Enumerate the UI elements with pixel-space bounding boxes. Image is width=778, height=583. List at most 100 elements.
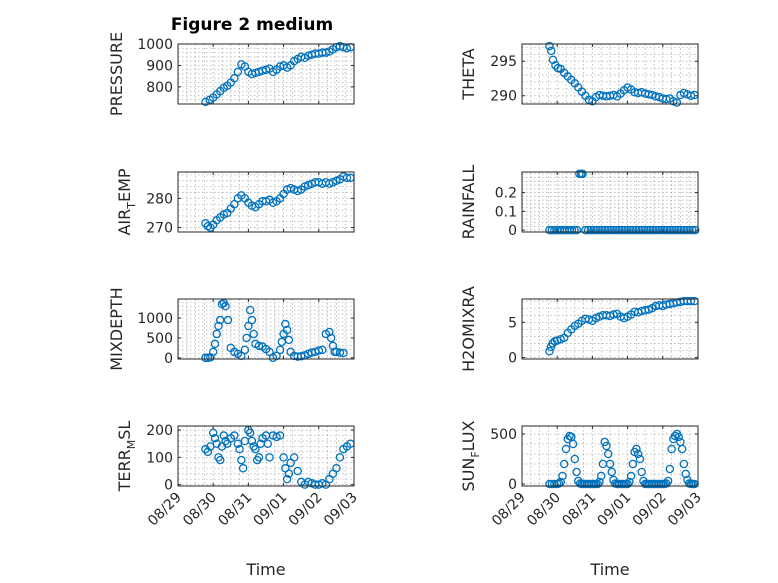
- y-axis-label: PRESSURE: [107, 32, 126, 116]
- data-point: [545, 41, 554, 51]
- series-points: [201, 41, 355, 107]
- data-point: [210, 434, 220, 443]
- series-points: [545, 169, 700, 235]
- axes-frame: [521, 171, 699, 233]
- data-point: [686, 296, 696, 306]
- data-point: [238, 464, 248, 473]
- data-point: [293, 466, 302, 476]
- data-point: [685, 225, 694, 235]
- subplot-mixdepth: 0 500 1000 MIXDEPTH: [107, 287, 355, 371]
- data-point: [282, 474, 292, 484]
- data-point: [674, 432, 683, 442]
- subplot-theta: 290 295 THETA: [459, 41, 699, 107]
- data-point: [623, 479, 632, 489]
- data-point: [609, 225, 618, 235]
- data-point: [247, 315, 257, 325]
- data-point: [275, 345, 285, 355]
- data-point: [632, 444, 641, 454]
- data-point: [676, 225, 686, 235]
- data-point: [679, 459, 689, 469]
- data-point: [631, 225, 641, 235]
- data-point: [240, 345, 250, 355]
- data-point: [690, 225, 700, 235]
- data-point: [635, 454, 645, 464]
- data-point: [282, 325, 292, 335]
- data-point: [640, 225, 649, 235]
- subplot-rainfall: 0 0.1 0.2 RAINFALL: [459, 165, 700, 239]
- data-point: [679, 225, 689, 235]
- data-point: [275, 431, 285, 440]
- data-point: [245, 428, 255, 438]
- data-point: [321, 48, 331, 57]
- data-point: [335, 453, 345, 462]
- data-point: [548, 339, 557, 348]
- data-point: [672, 98, 682, 107]
- data-point: [567, 225, 577, 235]
- data-point: [572, 467, 581, 477]
- data-point: [201, 353, 210, 363]
- data-point: [314, 346, 324, 355]
- data-point: [668, 225, 677, 235]
- data-point: [628, 225, 638, 235]
- data-point: [589, 225, 599, 235]
- data-point: [559, 459, 569, 469]
- data-point: [281, 319, 290, 329]
- x-tick-label: 08/31: [559, 490, 599, 530]
- data-point: [212, 329, 221, 339]
- data-point: [607, 467, 617, 477]
- data-point: [634, 225, 644, 235]
- axes-frame: [177, 298, 355, 360]
- x-tick-label: 09/03: [665, 490, 705, 530]
- y-tick-label: 1000: [137, 311, 173, 327]
- data-point: [326, 333, 336, 343]
- data-point: [637, 225, 646, 235]
- x-tick-label: 09/03: [321, 490, 361, 530]
- data-point: [245, 305, 255, 315]
- data-point: [583, 225, 593, 235]
- x-tick-label: 08/31: [215, 490, 255, 530]
- data-point: [219, 431, 229, 440]
- data-point: [545, 346, 554, 356]
- data-point: [233, 439, 243, 448]
- data-point: [318, 345, 327, 355]
- y-tick-label: 500: [490, 427, 517, 443]
- data-point: [325, 327, 334, 337]
- data-point: [223, 315, 233, 325]
- axes-frame: [521, 425, 699, 487]
- y-axis-label: SUNFLUX: [459, 420, 482, 491]
- y-tick-label: 0: [508, 477, 517, 493]
- data-point: [603, 449, 613, 459]
- y-tick-label: 0: [508, 223, 517, 239]
- data-point: [570, 454, 580, 464]
- data-point: [617, 225, 627, 235]
- data-point: [581, 225, 590, 235]
- data-point: [606, 225, 615, 235]
- x-axis-label: Time: [589, 560, 629, 579]
- data-point: [254, 453, 264, 462]
- data-point: [671, 225, 680, 235]
- data-point: [214, 321, 223, 331]
- data-point: [637, 467, 646, 477]
- data-point: [210, 339, 220, 349]
- x-tick-label: 08/30: [180, 490, 220, 530]
- data-point: [659, 225, 669, 235]
- data-point: [602, 441, 611, 451]
- data-point: [662, 225, 672, 235]
- data-point: [342, 44, 352, 53]
- data-point: [233, 67, 243, 77]
- data-point: [600, 437, 609, 447]
- data-point: [568, 439, 578, 449]
- data-point: [208, 347, 218, 357]
- data-point: [230, 74, 239, 83]
- x-tick-label: 08/29: [489, 490, 529, 530]
- data-point: [230, 431, 239, 440]
- data-point: [614, 225, 624, 235]
- data-point: [279, 453, 288, 462]
- y-tick-label: 900: [146, 58, 173, 74]
- data-point: [665, 225, 675, 235]
- data-point: [677, 444, 687, 454]
- data-point: [586, 225, 596, 235]
- data-point: [645, 225, 655, 235]
- data-point: [605, 459, 615, 469]
